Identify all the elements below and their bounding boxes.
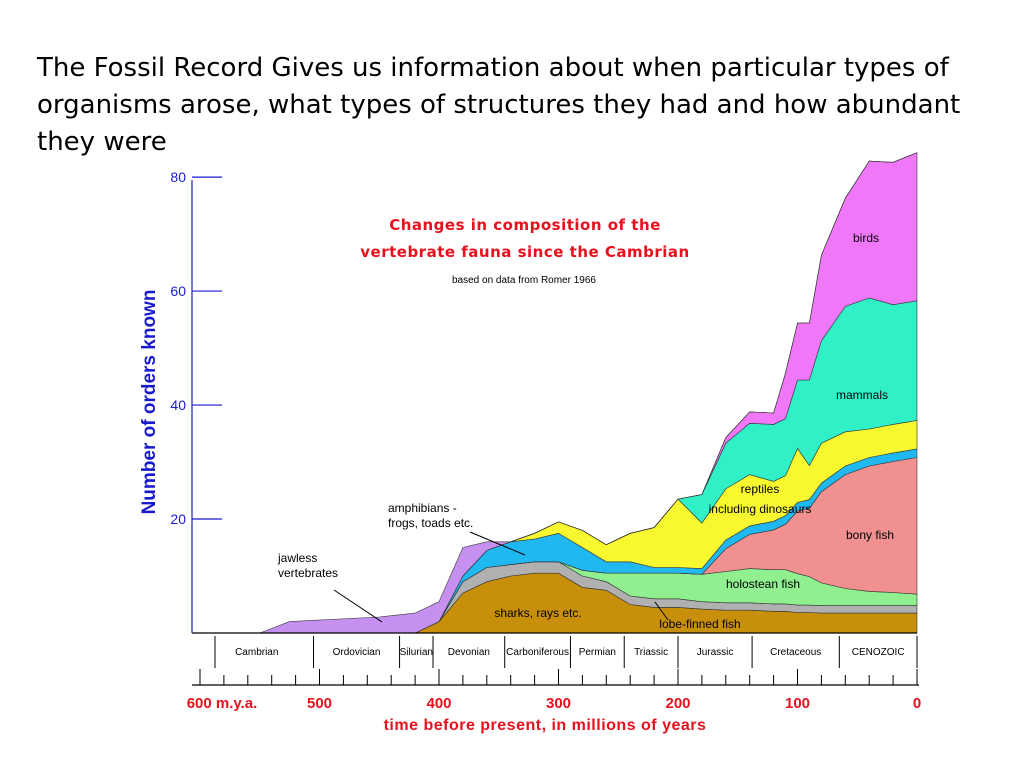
annotation-reptiles-including-dinosaurs: reptiles including dinosaurs [709,482,812,516]
period-label-cretaceous: Cretaceous [770,647,821,658]
y-tick-label-60: 60 [170,283,186,299]
chart-axes: 20 40 60 80 Cambrian Ordovician Silurian Devoni… [170,169,921,712]
y-tick-label-40: 40 [170,397,186,413]
annotation-sharks-rays-etc: sharks, rays etc. [494,606,581,620]
period-label-ordovician: Ordovician [333,647,381,658]
period-label-triassic: Triassic [634,647,668,658]
annotation-mammals: mammals [836,388,888,402]
x-tick-label-500: 500 [307,695,332,712]
period-label-jurassic: Jurassic [697,647,734,658]
chart-subtitle: based on data from Romer 1966 [452,275,596,286]
period-label-devonian: Devonian [448,647,490,658]
slide-heading: The Fossil Record Gives us information a… [37,53,961,157]
annotation-amphibians-frogs-toads-etc: amphibians -frogs, toads etc. [388,501,473,530]
annotation-jawless-vertebrates: jawless vertebrates [277,551,338,580]
y-axis-label: Number of orders known [139,290,160,515]
annotation-pointer-jawless-vertebrates [333,589,383,623]
x-tick-label-400: 400 [426,695,451,712]
period-label-cenozoic: CENOZOIC [852,647,905,658]
period-label-cambrian: Cambrian [235,647,278,658]
y-tick-label-80: 80 [170,169,186,185]
y-tick-label-20: 20 [170,511,186,527]
annotation-pointer-lobe-finned-fish [654,601,669,621]
chart-areas [200,152,918,634]
annotation-lobe-finned-fish: lobe-finned fish [659,617,740,631]
period-label-permian: Permian [579,647,616,658]
chart-title-line-2: vertebrate fauna since the Cambrian [360,243,689,261]
x-tick-label-300: 300 [546,695,571,712]
x-tick-label-600: 600 m.y.a. [187,695,258,712]
x-tick-label-0: 0 [913,695,921,712]
annotation-pointer-amphibians-frogs-toads-etc [469,531,526,556]
x-tick-label-200: 200 [665,695,690,712]
chart-title-line-1: Changes in composition of the [389,216,661,234]
annotation-bony-fish: bony fish [846,528,894,542]
x-axis-label: time before present, in millions of year… [384,717,707,734]
x-tick-label-100: 100 [785,695,810,712]
annotation-birds: birds [853,231,879,245]
period-label-silurian: Silurian [400,647,433,658]
area-jawless-vertebrates [200,152,918,634]
chart-annotations: birds mammals reptiles including dinosaurs b… [277,231,894,631]
period-label-carboniferous: Carboniferous [506,647,569,658]
annotation-holostean-fish: holostean fish [726,577,800,591]
